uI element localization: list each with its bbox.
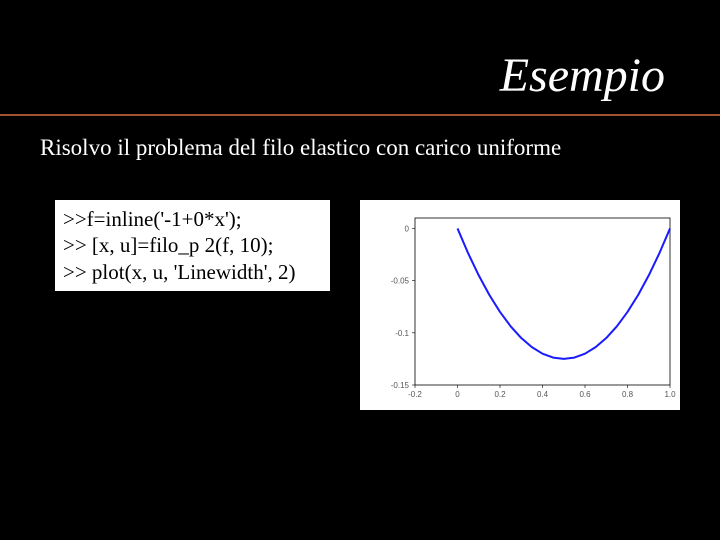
code-line-3: >> plot(x, u, 'Linewidth', 2): [63, 259, 322, 285]
svg-text:0.2: 0.2: [494, 390, 506, 399]
svg-text:0.4: 0.4: [537, 390, 549, 399]
svg-text:-0.1: -0.1: [395, 329, 409, 338]
code-line-1: >>f=inline('-1+0*x');: [63, 206, 322, 232]
code-block: >>f=inline('-1+0*x'); >> [x, u]=filo_p 2…: [55, 200, 330, 291]
svg-text:0: 0: [455, 390, 460, 399]
slide-subtitle: Risolvo il problema del filo elastico co…: [40, 135, 561, 161]
slide-title: Esempio: [500, 48, 665, 103]
svg-text:-0.15: -0.15: [391, 381, 410, 390]
svg-text:-0.05: -0.05: [391, 277, 410, 286]
chart-svg: -0.2 0 0.2 0.4 0.6 0.8 1.0 0 -0.05 -0.1 -0.15: [360, 200, 680, 410]
accent-rule: [0, 114, 720, 116]
svg-text:-0.2: -0.2: [408, 390, 422, 399]
svg-text:0: 0: [405, 224, 410, 233]
svg-text:0.8: 0.8: [622, 390, 634, 399]
svg-text:0.6: 0.6: [579, 390, 591, 399]
chart-panel: -0.2 0 0.2 0.4 0.6 0.8 1.0 0 -0.05 -0.1 -0.15: [360, 200, 680, 410]
svg-text:1.0: 1.0: [664, 390, 676, 399]
code-line-2: >> [x, u]=filo_p 2(f, 10);: [63, 232, 322, 258]
